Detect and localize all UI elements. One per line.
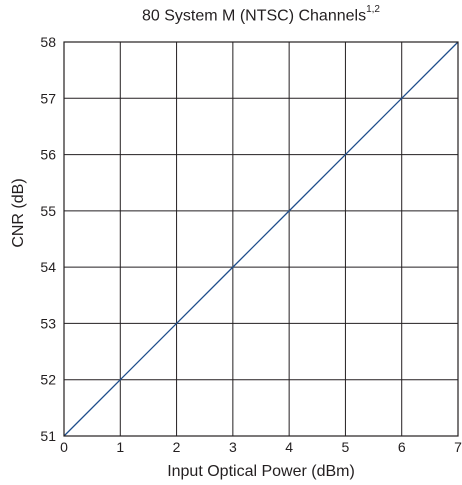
y-tick-label: 54: [40, 259, 56, 275]
chart-title-superscript: 1,2: [366, 4, 380, 15]
y-tick-label: 57: [40, 90, 56, 106]
y-tick-label: 51: [40, 428, 56, 444]
y-tick-label: 52: [40, 372, 56, 388]
y-tick-label: 53: [40, 315, 56, 331]
y-tick-label: 56: [40, 147, 56, 163]
series-layer: [63, 41, 459, 437]
y-tick-label: 55: [40, 203, 56, 219]
x-tick-label: 6: [398, 439, 406, 455]
y-axis-label: CNR (dB): [10, 178, 27, 247]
x-tick-label: 5: [342, 439, 350, 455]
x-tick-label: 4: [285, 439, 293, 455]
plot-frame: [63, 41, 459, 437]
x-axis-label: Input Optical Power (dBm): [167, 463, 355, 480]
chart-title: 80 System M (NTSC) Channels1,2: [64, 4, 458, 25]
x-tick-label: 0: [60, 439, 68, 455]
plot-border: [63, 41, 459, 437]
x-tick-label: 1: [116, 439, 124, 455]
series-line: [63, 41, 459, 437]
x-tick-labels: 0 1 2 3 4 5 6 7: [60, 439, 462, 455]
y-tick-labels: 51 52 53 54 55 56 57 58: [40, 34, 56, 444]
x-tick-label: 7: [454, 439, 462, 455]
x-tick-label: 2: [173, 439, 181, 455]
chart-title-text: 80 System M (NTSC) Channels: [142, 7, 367, 25]
y-tick-label: 58: [40, 34, 56, 50]
x-tick-label: 3: [229, 439, 237, 455]
